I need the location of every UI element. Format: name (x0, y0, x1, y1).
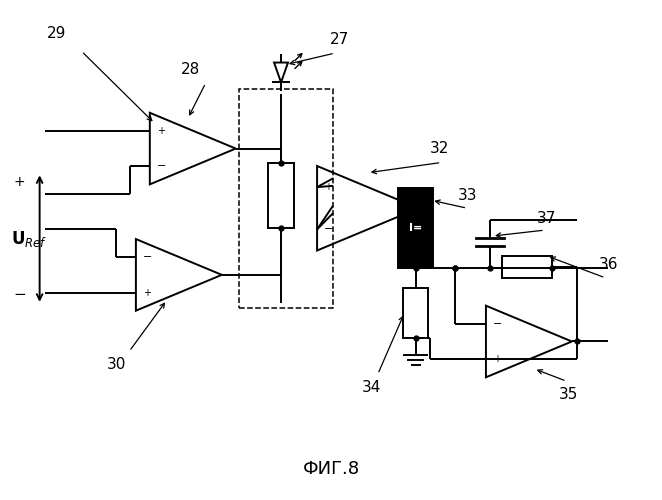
Text: +: + (14, 176, 26, 190)
Text: −: − (324, 224, 334, 234)
Text: −: − (13, 287, 26, 302)
Bar (238, 89, 333, 308)
Text: 30: 30 (107, 357, 126, 372)
Text: +: + (324, 182, 332, 192)
Text: −: − (157, 162, 166, 172)
Text: 28: 28 (181, 62, 201, 76)
Text: U$_{Ref}$: U$_{Ref}$ (11, 228, 48, 248)
Text: 32: 32 (430, 141, 449, 156)
Bar (398, 188, 434, 268)
Text: 33: 33 (457, 188, 477, 203)
Text: 35: 35 (559, 386, 579, 402)
Text: 37: 37 (537, 210, 557, 226)
Text: 36: 36 (598, 258, 618, 272)
Text: I=: I= (409, 223, 422, 233)
Text: +: + (493, 354, 501, 364)
Text: −: − (493, 318, 502, 328)
Text: ФИГ.8: ФИГ.8 (303, 460, 359, 478)
Text: +: + (143, 288, 151, 298)
Bar (268, 164, 294, 228)
Bar (502, 256, 551, 278)
Text: 29: 29 (47, 26, 66, 40)
Bar (402, 288, 428, 338)
Text: −: − (143, 252, 152, 262)
Text: +: + (157, 126, 165, 136)
Text: 34: 34 (362, 380, 381, 394)
Text: 27: 27 (330, 32, 350, 46)
